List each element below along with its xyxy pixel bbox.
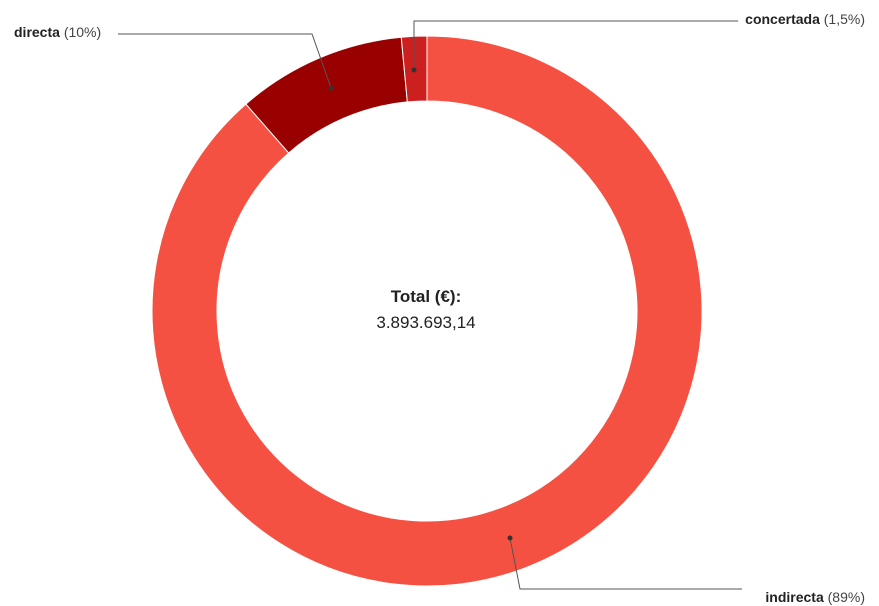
- slice-label-concertada: concertada (1,5%): [745, 11, 865, 27]
- leader-lines: [118, 20, 742, 590]
- leader-dot-concertada: [411, 67, 417, 73]
- slice-label-indirecta: indirecta (89%): [765, 589, 865, 605]
- center-total-value: 3.893.693,14: [376, 313, 476, 332]
- slice-percent-directa: (10%): [63, 24, 102, 40]
- slice-percent-indirecta: (89%): [827, 589, 865, 605]
- leader-dot-indirecta: [507, 535, 513, 541]
- leader-line-concertada: [413, 20, 738, 70]
- center-total-label: Total (€):: [390, 287, 462, 306]
- donut-slices: [151, 35, 703, 587]
- slice-label-directa: directa (10%): [14, 24, 101, 40]
- leader-dot-directa: [328, 85, 334, 91]
- slice-name-concertada: concertada: [745, 11, 820, 27]
- slice-percent-concertada: (1,5%): [823, 11, 865, 27]
- leader-line-indirecta: [509, 537, 742, 590]
- slice-name-indirecta: indirecta: [765, 589, 824, 605]
- slice-name-directa: directa: [14, 24, 60, 40]
- leader-line-directa: [118, 33, 332, 89]
- slice-indirecta: [151, 35, 703, 587]
